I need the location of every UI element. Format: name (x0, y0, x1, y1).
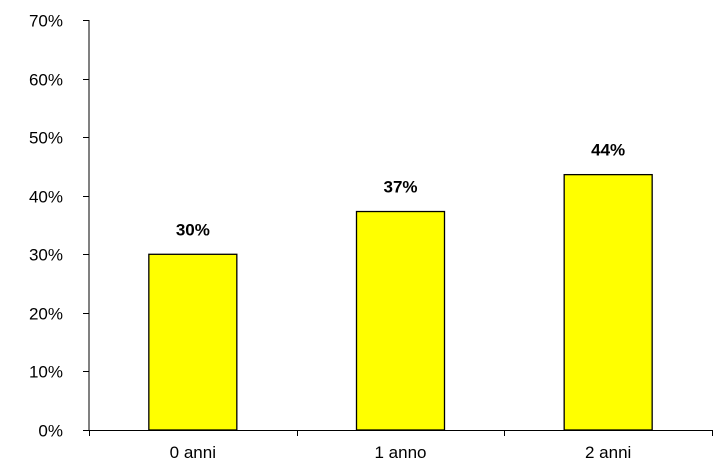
bar (563, 173, 653, 431)
y-tick-label: 10% (29, 363, 63, 382)
bar-value-label: 37% (383, 178, 417, 197)
bars (148, 173, 653, 431)
y-axis: 0% 10% 20% 30% 40% 50% 60% 70% (29, 12, 90, 441)
bar-value-label: 44% (591, 141, 625, 160)
x-axis: 0 anni 1 anno 2 anni (83, 430, 713, 462)
y-tick-label: 40% (29, 188, 63, 207)
bar (355, 210, 446, 431)
x-tick-label: 2 anni (585, 443, 631, 462)
y-tick-label: 20% (29, 305, 63, 324)
y-tick-label: 50% (29, 129, 63, 148)
bar-value-label: 30% (176, 220, 210, 239)
y-tick-label: 60% (29, 71, 63, 90)
y-tick-label: 70% (29, 12, 63, 31)
data-labels: 30% 37% 44% (176, 141, 625, 240)
x-tick-label: 1 anno (375, 443, 427, 462)
y-tick-label: 30% (29, 246, 63, 265)
bar (148, 253, 238, 431)
x-tick-label: 0 anni (170, 443, 216, 462)
y-tick-label: 0% (38, 422, 63, 441)
